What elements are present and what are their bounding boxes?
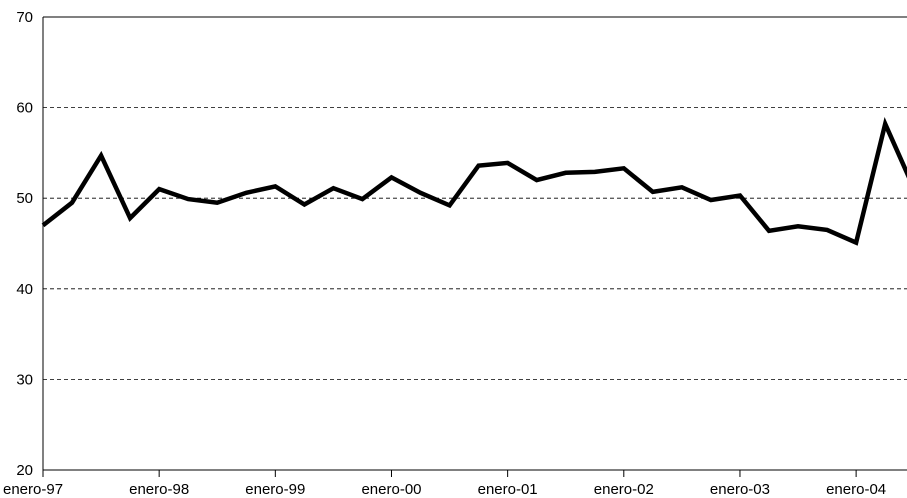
x-tick-label: enero-00	[361, 481, 421, 498]
data-line	[41, 116, 907, 246]
x-tick-label: enero-02	[594, 481, 654, 498]
y-tick-label: 50	[16, 190, 33, 207]
y-tick-label: 40	[16, 281, 33, 298]
x-tick-label: enero-99	[245, 481, 305, 498]
x-tick-label: enero-03	[710, 481, 770, 498]
y-tick-label: 20	[16, 462, 33, 479]
y-tick-label: 60	[16, 100, 33, 117]
x-tick-label: enero-97	[3, 481, 63, 498]
x-tick-label: enero-98	[129, 481, 189, 498]
x-tick-label: enero-01	[478, 481, 538, 498]
y-tick-label: 70	[16, 9, 33, 26]
x-tick-label: enero-04	[826, 481, 886, 498]
y-tick-label: 30	[16, 371, 33, 388]
